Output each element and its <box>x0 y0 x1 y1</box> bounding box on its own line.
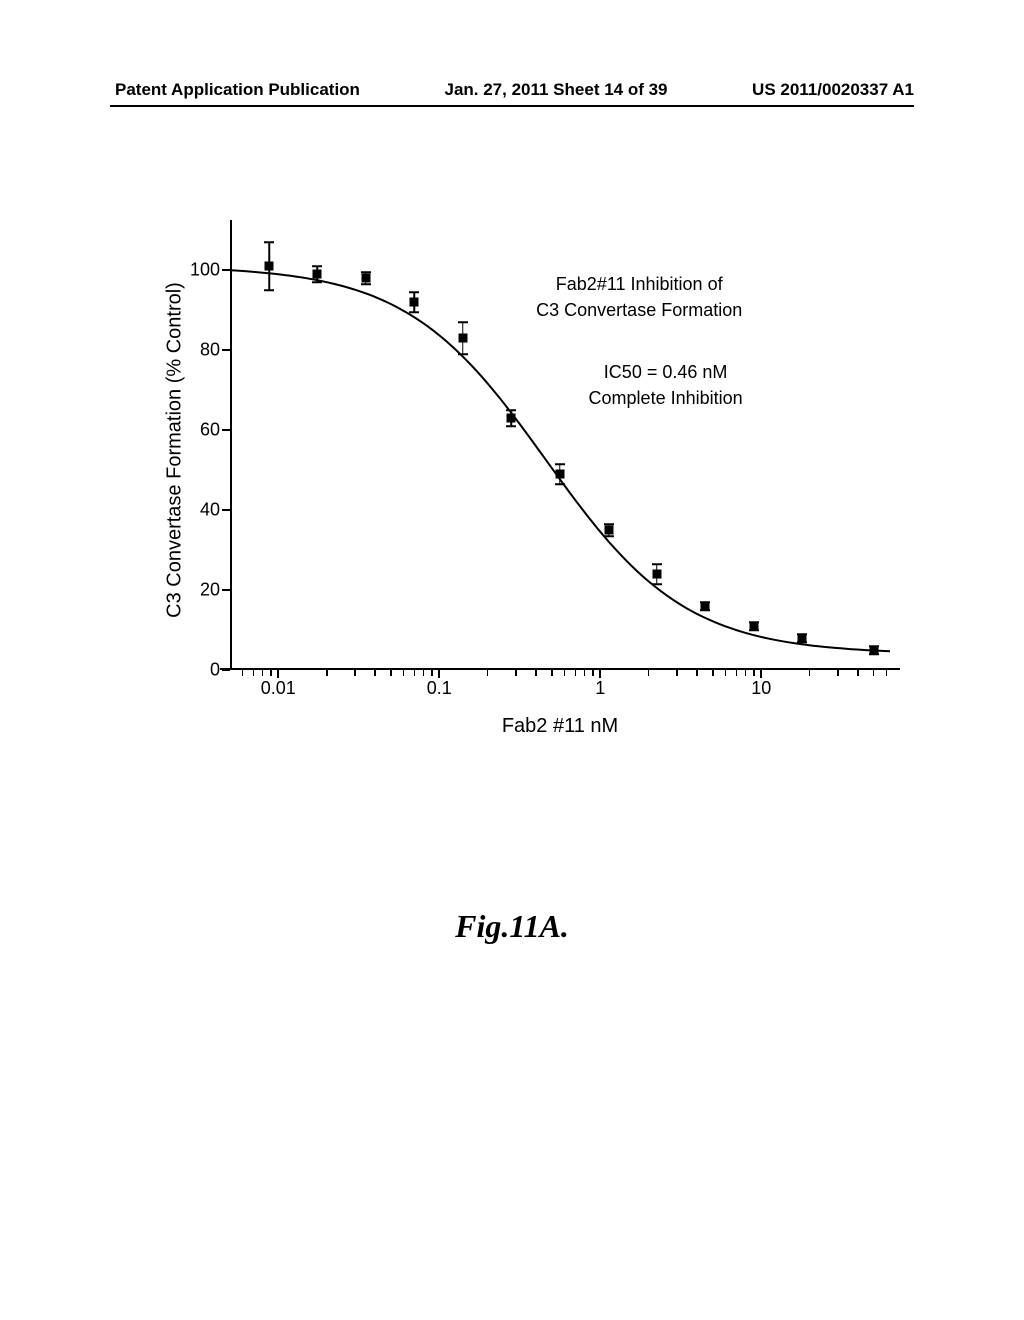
x-minor-tick <box>423 670 425 676</box>
x-minor-tick <box>648 670 650 676</box>
y-tick-label: 40 <box>200 500 220 521</box>
x-minor-tick <box>584 670 586 676</box>
x-minor-tick <box>857 670 859 676</box>
data-point <box>555 470 564 479</box>
error-cap <box>604 535 614 537</box>
x-tick-label: 1 <box>595 678 605 699</box>
x-minor-tick <box>414 670 416 676</box>
error-cap <box>312 281 322 283</box>
data-point <box>507 414 516 423</box>
y-tick <box>222 509 230 511</box>
data-point <box>458 334 467 343</box>
x-minor-tick <box>253 670 255 676</box>
x-tick <box>438 670 440 678</box>
error-cap <box>458 321 468 323</box>
y-tick-label: 20 <box>200 580 220 601</box>
error-cap <box>264 289 274 291</box>
x-minor-tick <box>696 670 698 676</box>
x-minor-tick <box>725 670 727 676</box>
x-minor-tick <box>354 670 356 676</box>
x-minor-tick <box>262 670 264 676</box>
y-tick <box>222 269 230 271</box>
y-tick <box>222 349 230 351</box>
chart-annotation: Complete Inhibition <box>589 388 743 409</box>
x-minor-tick <box>326 670 328 676</box>
error-cap <box>652 563 662 565</box>
x-minor-tick <box>564 670 566 676</box>
x-tick <box>599 670 601 678</box>
x-minor-tick <box>837 670 839 676</box>
x-minor-tick <box>873 670 875 676</box>
y-tick-label: 0 <box>210 660 220 681</box>
fit-curve <box>230 230 890 670</box>
x-minor-tick <box>431 670 433 676</box>
y-axis-label: C3 Convertase Formation (% Control) <box>164 282 187 618</box>
error-cap <box>409 291 419 293</box>
x-minor-tick <box>487 670 489 676</box>
x-tick <box>760 670 762 678</box>
x-minor-tick <box>745 670 747 676</box>
data-point <box>869 646 878 655</box>
error-cap <box>264 241 274 243</box>
chart-annotation: IC50 = 0.46 nM <box>604 362 728 383</box>
x-axis-label: Fab2 #11 nM <box>502 715 618 738</box>
x-tick <box>277 670 279 678</box>
x-tick-label: 0.01 <box>261 678 296 699</box>
data-point <box>410 298 419 307</box>
x-minor-tick <box>736 670 738 676</box>
header-rule <box>110 105 914 107</box>
data-point <box>749 622 758 631</box>
x-minor-tick <box>886 670 888 676</box>
data-point <box>652 570 661 579</box>
error-cap <box>652 583 662 585</box>
x-tick-label: 0.1 <box>427 678 452 699</box>
x-minor-tick <box>676 670 678 676</box>
chart-annotation: Fab2#11 Inhibition of <box>556 274 723 295</box>
y-tick-label: 80 <box>200 340 220 361</box>
data-point <box>265 262 274 271</box>
y-tick <box>222 669 230 671</box>
x-minor-tick <box>390 670 392 676</box>
x-minor-tick <box>374 670 376 676</box>
x-minor-tick <box>551 670 553 676</box>
y-tick <box>222 589 230 591</box>
x-minor-tick <box>535 670 537 676</box>
header-left: Patent Application Publication <box>115 80 360 100</box>
y-tick-label: 60 <box>200 420 220 441</box>
data-point <box>313 270 322 279</box>
error-cap <box>555 483 565 485</box>
chart-annotation: C3 Convertase Formation <box>536 300 742 321</box>
figure-caption: Fig.11A. <box>0 908 1024 945</box>
y-tick <box>222 429 230 431</box>
x-minor-tick <box>753 670 755 676</box>
page-header: Patent Application Publication Jan. 27, … <box>0 80 1024 100</box>
header-right: US 2011/0020337 A1 <box>752 80 914 100</box>
error-cap <box>361 283 371 285</box>
header-center: Jan. 27, 2011 Sheet 14 of 39 <box>444 80 667 100</box>
x-minor-tick <box>270 670 272 676</box>
data-point <box>604 526 613 535</box>
data-point <box>798 634 807 643</box>
error-cap <box>506 409 516 411</box>
plot-region: C3 Convertase Formation (% Control) Fab2… <box>230 230 890 670</box>
error-cap <box>312 265 322 267</box>
data-point <box>701 602 710 611</box>
x-minor-tick <box>712 670 714 676</box>
error-cap <box>458 353 468 355</box>
y-tick-label: 100 <box>190 260 220 281</box>
data-point <box>361 274 370 283</box>
x-minor-tick <box>592 670 594 676</box>
chart: C3 Convertase Formation (% Control) Fab2… <box>110 210 910 770</box>
x-minor-tick <box>403 670 405 676</box>
error-cap <box>506 425 516 427</box>
error-cap <box>555 463 565 465</box>
x-minor-tick <box>515 670 517 676</box>
curve-path <box>230 270 890 651</box>
error-cap <box>409 311 419 313</box>
x-tick-label: 10 <box>751 678 771 699</box>
x-minor-tick <box>575 670 577 676</box>
x-minor-tick <box>809 670 811 676</box>
x-minor-tick <box>242 670 244 676</box>
